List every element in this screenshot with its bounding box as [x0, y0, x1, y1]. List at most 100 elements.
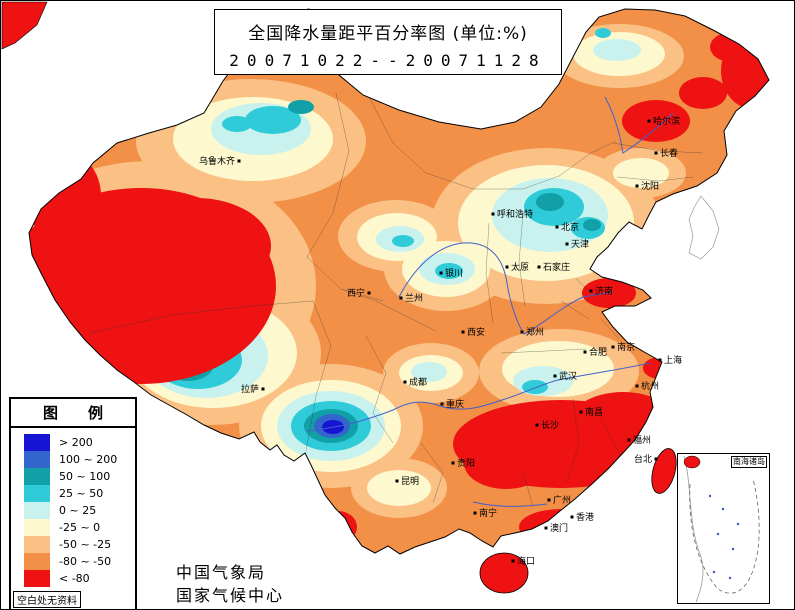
legend-swatch — [24, 468, 50, 485]
city-label: 天津 — [571, 239, 589, 250]
city-label: 长沙 — [541, 419, 559, 431]
legend-box: 图 例 > 200 100 ~ 200 50 ~ 100 25 ~ 50 0 ~ 25 -… — [9, 397, 137, 609]
city-dot — [658, 358, 662, 362]
korea-outline — [688, 195, 720, 260]
city-dot — [611, 345, 615, 349]
city-label: 澳门 — [550, 522, 568, 534]
city-label: 乌鲁木齐 — [199, 155, 235, 167]
city-label: 香港 — [576, 511, 594, 523]
credits-line1: 中国气象局 — [176, 563, 267, 582]
legend-swatch — [24, 570, 50, 587]
legend-label: 25 ~ 50 — [59, 487, 104, 500]
legend-row: -50 ~ -25 — [24, 536, 135, 553]
province-borders — [90, 92, 704, 508]
city-label: 武汉 — [559, 370, 577, 382]
city-label: 拉萨 — [241, 383, 259, 395]
city-label: 长春 — [660, 147, 678, 159]
city-label: 重庆 — [446, 398, 464, 410]
city-label: 合肥 — [589, 346, 607, 358]
city-dot — [553, 374, 557, 378]
city-dot — [395, 479, 399, 483]
city-dot — [367, 291, 371, 295]
inset-label: 南海诸岛 — [731, 456, 767, 468]
city-label: 台北 — [634, 453, 652, 465]
legend-row: < -80 — [24, 570, 135, 587]
legend-title: 图 例 — [11, 399, 135, 428]
city-label: 南宁 — [479, 507, 497, 519]
legend-footnote: 空白处无资料 — [13, 591, 81, 608]
city-label: 北京 — [561, 221, 579, 233]
city-dot — [544, 526, 548, 530]
city-label: 海口 — [517, 555, 535, 567]
city-dot — [491, 212, 495, 216]
rivers — [306, 96, 674, 507]
city-label: 济南 — [595, 285, 613, 297]
hainan-island — [479, 552, 529, 594]
city-dot — [451, 461, 455, 465]
city-label: 广州 — [553, 494, 571, 506]
south-china-sea-inset: 南海诸岛 — [677, 453, 770, 604]
city-label: 太原 — [511, 261, 529, 273]
city-label: 成都 — [409, 376, 427, 388]
city-dot — [505, 265, 509, 269]
taiwan-island — [651, 448, 677, 494]
legend-row: -80 ~ -50 — [24, 553, 135, 570]
map-corner-region — [1, 1, 48, 50]
city-label: 呼和浩特 — [497, 208, 533, 220]
legend-label: < -80 — [59, 572, 90, 585]
legend-label: -25 ~ 0 — [59, 521, 101, 534]
city-label: 西安 — [467, 326, 485, 338]
city-dot — [647, 119, 651, 123]
city-dot — [537, 265, 541, 269]
legend-row: -25 ~ 0 — [24, 519, 135, 536]
city-dot — [473, 511, 477, 515]
legend-row: > 200 — [24, 434, 135, 451]
city-dot — [511, 559, 515, 563]
city-dot — [261, 387, 265, 391]
legend-swatch — [24, 434, 50, 451]
city-label: 贵阳 — [457, 457, 475, 469]
legend-label: 0 ~ 25 — [59, 504, 97, 517]
city-label: 南京 — [617, 341, 635, 353]
city-label: 兰州 — [405, 292, 423, 304]
legend-label: 50 ~ 100 — [59, 470, 111, 483]
city-label: 郑州 — [526, 326, 544, 338]
legend-swatch — [24, 502, 50, 519]
city-dot — [555, 225, 559, 229]
china-outline — [28, 8, 770, 555]
city-dot — [627, 438, 631, 442]
city-label: 哈尔滨 — [653, 115, 680, 127]
legend-swatch — [24, 485, 50, 502]
city-dot — [439, 271, 443, 275]
legend-swatch — [24, 536, 50, 553]
city-dot — [565, 242, 569, 246]
city-dot — [654, 151, 658, 155]
city-dot — [579, 410, 583, 414]
city-dot — [654, 457, 658, 461]
map-date-range: 20071022--20071128 — [229, 51, 547, 70]
city-dot — [635, 384, 639, 388]
city-dot — [535, 423, 539, 427]
map-title-box: 全国降水量距平百分率图 (单位:%) 20071022--20071128 — [214, 9, 562, 75]
city-dot — [403, 380, 407, 384]
legend-label: > 200 — [59, 436, 93, 449]
city-label: 上海 — [664, 354, 682, 366]
city-label: 昆明 — [401, 476, 419, 487]
legend-label: -80 ~ -50 — [59, 555, 112, 568]
city-dot — [520, 330, 524, 334]
legend-row: 0 ~ 25 — [24, 502, 135, 519]
city-label: 福州 — [633, 434, 651, 446]
credits: 中国气象局 国家气候中心 — [176, 561, 284, 607]
city-dot — [547, 498, 551, 502]
city-label: 沈阳 — [641, 180, 659, 192]
legend-swatch — [24, 451, 50, 468]
legend-items: > 200 100 ~ 200 50 ~ 100 25 ~ 50 0 ~ 25 -25 ~… — [11, 428, 135, 589]
legend-label: -50 ~ -25 — [59, 538, 112, 551]
city-label: 石家庄 — [543, 261, 570, 273]
legend-label: 100 ~ 200 — [59, 453, 118, 466]
city-dot — [583, 350, 587, 354]
city-dot — [589, 289, 593, 293]
